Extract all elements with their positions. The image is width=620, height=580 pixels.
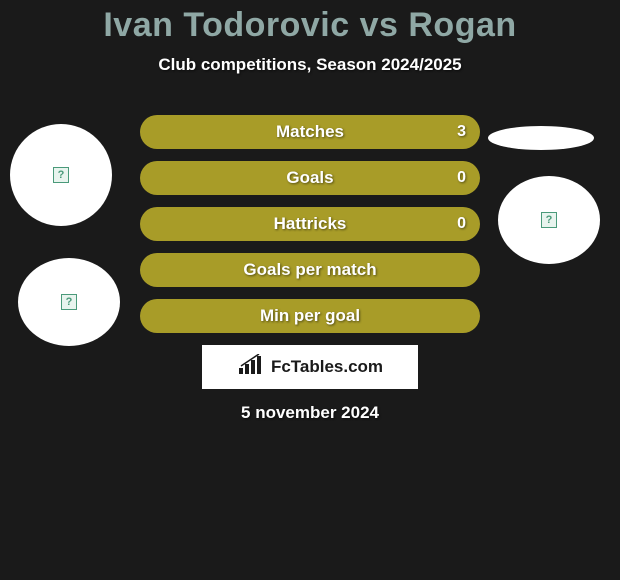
stat-right-value: 0 (457, 215, 466, 233)
flash-highlight (488, 126, 594, 150)
stat-label: Matches (276, 122, 344, 142)
player-avatar (498, 176, 600, 264)
date-text: 5 november 2024 (0, 403, 620, 423)
chart-icon (237, 354, 265, 381)
logo-text: FcTables.com (271, 357, 383, 377)
stats-container: Matches 3 Goals 0 Hattricks 0 Goals per … (140, 115, 480, 333)
player-avatar (10, 124, 112, 226)
player-avatar (18, 258, 120, 346)
stat-row-matches: Matches 3 (140, 115, 480, 149)
page-title: Ivan Todorovic vs Rogan (0, 0, 620, 45)
stat-row-goals: Goals 0 (140, 161, 480, 195)
image-placeholder-icon (53, 167, 69, 183)
stat-right-value: 0 (457, 169, 466, 187)
image-placeholder-icon (61, 294, 77, 310)
stat-row-goals-per-match: Goals per match (140, 253, 480, 287)
stat-row-hattricks: Hattricks 0 (140, 207, 480, 241)
image-placeholder-icon (541, 212, 557, 228)
stat-right-value: 3 (457, 123, 466, 141)
stat-label: Goals per match (243, 260, 376, 280)
stat-label: Min per goal (260, 306, 360, 326)
subtitle: Club competitions, Season 2024/2025 (0, 55, 620, 75)
stat-label: Hattricks (274, 214, 347, 234)
stat-row-min-per-goal: Min per goal (140, 299, 480, 333)
stat-label: Goals (286, 168, 333, 188)
fctables-logo: FcTables.com (202, 345, 418, 389)
